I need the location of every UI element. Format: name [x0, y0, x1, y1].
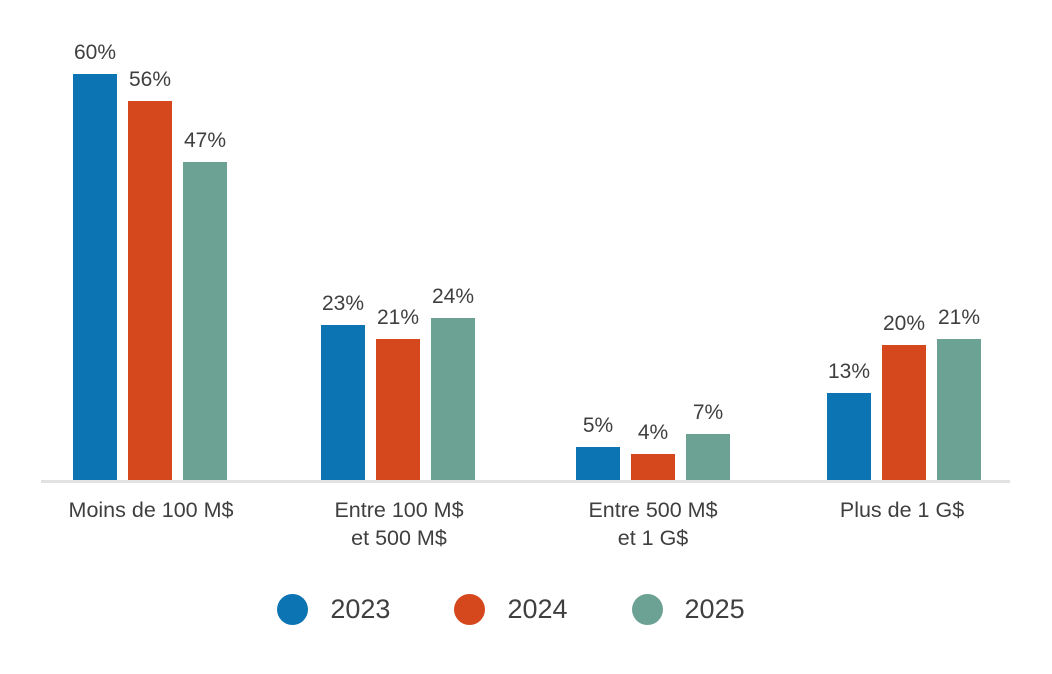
- bar-2023-group4: [827, 393, 871, 481]
- value-label-2025-group4: 21%: [937, 306, 981, 329]
- legend-dot-icon: [631, 594, 663, 625]
- legend: 2023 2024 2025: [0, 594, 1022, 625]
- bar-2024-group3: [631, 454, 675, 481]
- bar-2023-group1: [73, 74, 117, 481]
- value-label-2023-group3: 5%: [582, 414, 614, 437]
- legend-item-2023: 2023: [277, 594, 390, 625]
- value-label-2024-group4: 20%: [882, 312, 926, 335]
- legend-item-2024: 2024: [454, 594, 568, 625]
- legend-label-2025: 2025: [684, 594, 745, 624]
- bar-2024-group1: [128, 101, 172, 481]
- x-axis-label-group2: Entre 100 M$ et 500 M$: [334, 498, 464, 550]
- bar-2024-group4: [882, 345, 926, 481]
- x-axis-label-group3: Entre 500 M$ et 1 G$: [588, 498, 718, 550]
- x-axis-label-group1: Moins de 100 M$: [68, 498, 234, 522]
- legend-dot-icon: [277, 594, 309, 625]
- bar-2025-group4: [937, 339, 981, 481]
- value-label-2025-group3: 7%: [692, 401, 724, 424]
- legend-item-2025: 2025: [631, 594, 745, 625]
- bar-2023-group3: [576, 447, 620, 481]
- value-label-2023-group2: 23%: [321, 292, 365, 315]
- bar-2025-group2: [431, 318, 475, 481]
- bar-2025-group1: [183, 162, 227, 481]
- value-label-2024-group1: 56%: [128, 68, 172, 91]
- bar-2023-group2: [321, 325, 365, 481]
- bar-2024-group2: [376, 339, 420, 481]
- legend-dot-icon: [454, 594, 486, 625]
- legend-label-2023: 2023: [330, 594, 391, 624]
- value-label-2025-group1: 47%: [183, 129, 227, 152]
- value-label-2023-group4: 13%: [827, 360, 871, 383]
- legend-label-2024: 2024: [507, 594, 568, 624]
- x-axis-label-group4: Plus de 1 G$: [839, 498, 965, 522]
- x-axis-line: [41, 480, 1010, 483]
- value-label-2023-group1: 60%: [73, 41, 117, 64]
- value-label-2024-group3: 4%: [637, 421, 669, 444]
- bar-2025-group3: [686, 434, 730, 481]
- value-label-2024-group2: 21%: [376, 306, 420, 329]
- value-label-2025-group2: 24%: [431, 285, 475, 308]
